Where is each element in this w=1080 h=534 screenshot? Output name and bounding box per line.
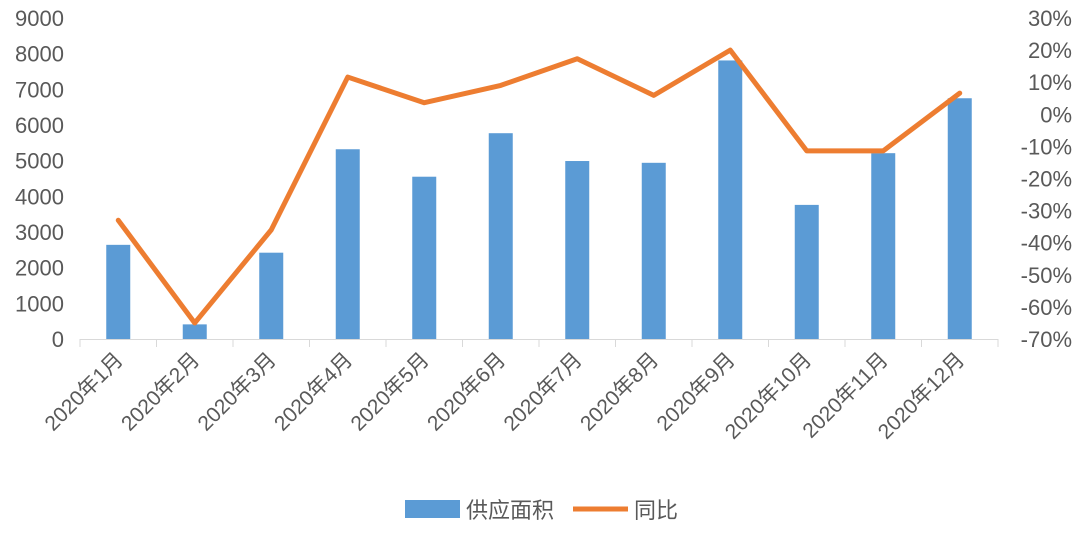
bar-6 [489, 133, 513, 339]
x-tick-label: 2020年7月 [500, 348, 587, 435]
bar-12 [948, 98, 972, 339]
x-tick-label: 2020年8月 [576, 348, 663, 435]
x-tick-label: 2020年2月 [117, 348, 204, 435]
left-tick-label: 2000 [15, 256, 64, 281]
right-tick-label: 10% [1028, 70, 1072, 95]
right-tick-label: -40% [1021, 231, 1072, 256]
left-tick-label: 6000 [15, 113, 64, 138]
right-tick-label: -60% [1021, 295, 1072, 320]
x-tick-label: 2020年6月 [423, 348, 510, 435]
left-tick-label: 7000 [15, 77, 64, 102]
bar-8 [642, 163, 666, 339]
legend-line-label: 同比 [634, 498, 678, 523]
bar-10 [795, 205, 819, 339]
left-tick-label: 0 [52, 327, 64, 352]
x-tick-label: 2020年3月 [194, 348, 281, 435]
bar-5 [412, 177, 436, 339]
x-tick-label: 2020年4月 [270, 348, 357, 435]
legend-bar-swatch [405, 500, 460, 518]
left-tick-label: 5000 [15, 149, 64, 174]
right-tick-label: -10% [1021, 134, 1072, 159]
right-tick-label: 20% [1028, 38, 1072, 63]
bar-4 [336, 149, 360, 339]
x-tick-label: 2020年1月 [41, 348, 128, 435]
bar-1 [106, 245, 130, 339]
left-tick-label: 9000 [15, 6, 64, 31]
bar-3 [259, 253, 283, 339]
right-tick-label: -30% [1021, 199, 1072, 224]
bar-7 [565, 161, 589, 339]
right-tick-label: 0% [1040, 102, 1072, 127]
left-tick-label: 4000 [15, 184, 64, 209]
yoy-line [118, 50, 960, 323]
right-tick-label: -20% [1021, 167, 1072, 192]
legend-bar-label: 供应面积 [466, 498, 554, 523]
bar-9 [718, 60, 742, 339]
x-tick-label: 2020年5月 [347, 348, 434, 435]
left-tick-label: 3000 [15, 220, 64, 245]
left-tick-label: 1000 [15, 291, 64, 316]
left-tick-label: 8000 [15, 42, 64, 67]
bar-2 [183, 324, 207, 339]
right-tick-label: -50% [1021, 263, 1072, 288]
right-tick-label: 30% [1028, 6, 1072, 31]
right-tick-label: -70% [1021, 327, 1072, 352]
bar-11 [871, 153, 895, 339]
